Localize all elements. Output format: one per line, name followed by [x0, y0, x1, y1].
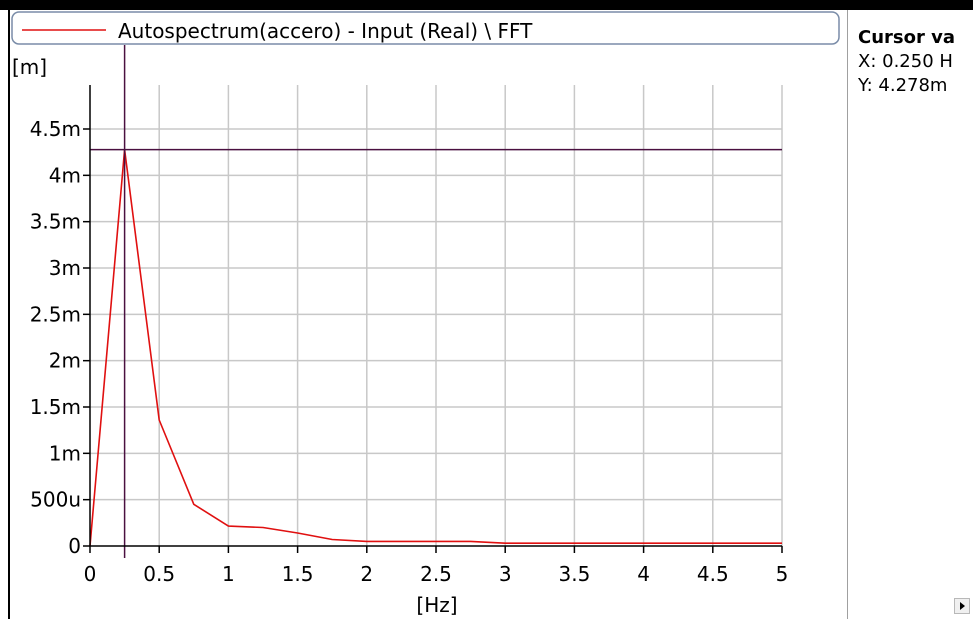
x-tick-label: 1 — [222, 562, 235, 586]
cursor-y-value: Y: 4.278m — [858, 75, 948, 96]
x-tick-label: 0 — [84, 562, 97, 586]
axes: 0 0.5 1 1.5 2 2.5 3 3.5 4 4.5 5 0 500u 1m 1.5m 2m 2.5m 3m… — [30, 85, 789, 586]
legend: Autospectrum(accero) - Input (Real) \ FF… — [11, 11, 840, 45]
x-axis-unit-label: [Hz] — [416, 593, 457, 617]
y-tick-label: 3m — [49, 256, 81, 280]
y-tick-label: 2.5m — [30, 302, 81, 326]
x-tick-label: 2.5 — [420, 562, 452, 586]
legend-box[interactable] — [11, 11, 840, 45]
grid-lines — [90, 85, 783, 546]
cursor-values-panel: Cursor va X: 0.250 H Y: 4.278m — [858, 26, 955, 98]
y-tick-label: 500u — [30, 488, 81, 512]
panel-divider — [847, 10, 848, 619]
y-tick-label: 2m — [49, 349, 81, 373]
spectrum-chart[interactable]: 0 0.5 1 1.5 2 2.5 3 3.5 4 4.5 5 0 500u 1m 1.5m 2m 2.5m 3m… — [0, 0, 848, 619]
y-tick-label: 4.5m — [30, 117, 81, 141]
y-tick-label: 0 — [68, 534, 81, 558]
window-top-border — [0, 0, 973, 10]
legend-series-label: Autospectrum(accero) - Input (Real) \ FF… — [118, 19, 533, 43]
cursor-panel-title: Cursor va — [858, 27, 956, 48]
x-tick-label: 4 — [637, 562, 650, 586]
window-left-border — [0, 10, 10, 619]
x-tick-label: 0.5 — [143, 562, 175, 586]
y-tick-label: 3.5m — [30, 210, 81, 234]
x-tick-label: 4.5 — [697, 562, 729, 586]
x-tick-label: 3.5 — [558, 562, 590, 586]
cursor-x-value: X: 0.250 H — [858, 51, 953, 72]
x-tick-label: 2 — [360, 562, 373, 586]
x-tick-label: 3 — [499, 562, 512, 586]
series-line — [89, 148, 782, 547]
y-axis-unit-label: [m] — [12, 55, 47, 79]
series-layer — [89, 148, 782, 547]
x-tick-label: 5 — [776, 562, 789, 586]
x-tick-label: 1.5 — [282, 562, 314, 586]
y-tick-label: 4m — [49, 163, 81, 187]
cursor-layer — [90, 45, 782, 558]
y-tick-label: 1m — [49, 441, 81, 465]
scroll-right-button[interactable] — [954, 598, 970, 614]
y-tick-label: 1.5m — [30, 395, 81, 419]
